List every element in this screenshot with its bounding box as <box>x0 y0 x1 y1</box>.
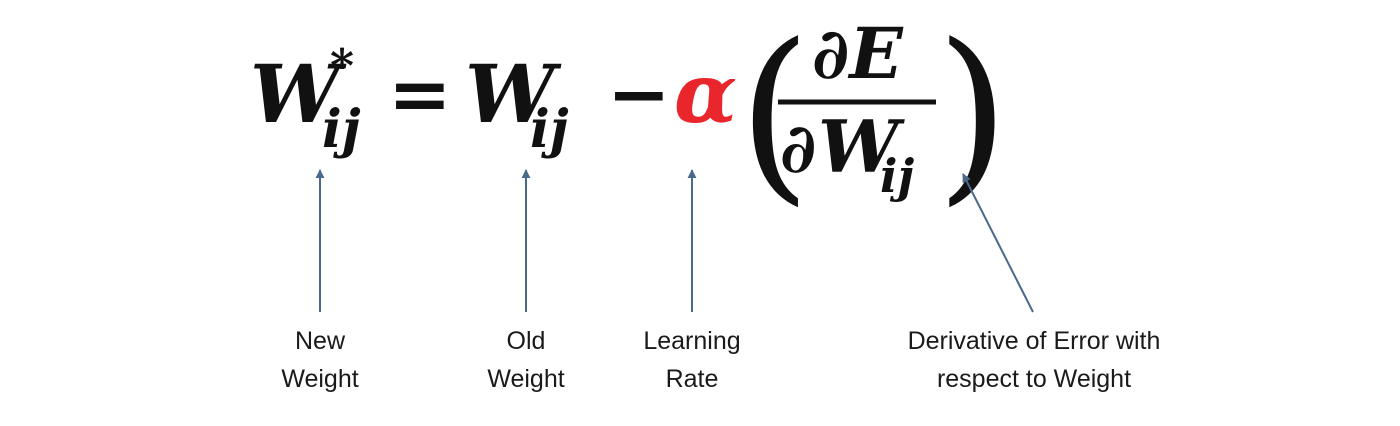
new-weight-label: New Weight <box>260 322 380 398</box>
fraction-denominator-symbol: W <box>818 104 905 189</box>
new-weight-label-line2: Weight <box>281 365 359 393</box>
derivative-label-line1: Derivative of Error with <box>907 327 1161 355</box>
close-parenthesis: ) <box>936 4 1009 223</box>
old-weight-label-line1: Old <box>506 327 546 355</box>
learning-rate-symbol: α <box>674 46 737 142</box>
fraction-denominator-partial: ∂ <box>780 109 816 189</box>
fraction-denominator-subscript: ij <box>880 149 914 203</box>
minus-sign: − <box>607 49 671 138</box>
derivative-label-line2: respect to Weight <box>936 365 1132 393</box>
derivative-label: Derivative of Error with respect to Weig… <box>874 322 1194 398</box>
old-weight-label-line2: Weight <box>487 365 565 393</box>
learning-rate-label-line1: Learning <box>643 327 741 355</box>
new-weight-subscript: ij <box>322 99 361 160</box>
open-parenthesis: ( <box>738 4 811 223</box>
new-weight-superscript: * <box>330 39 354 93</box>
old-weight-label: Old Weight <box>466 322 586 398</box>
new-weight-symbol: W <box>250 47 347 141</box>
learning-rate-label: Learning Rate <box>622 322 762 398</box>
old-weight-subscript: ij <box>530 99 569 160</box>
fraction-numerator: ∂E <box>812 12 904 95</box>
learning-rate-label-line2: Rate <box>665 365 719 393</box>
old-weight-symbol: W <box>465 47 562 141</box>
new-weight-label-line1: New <box>294 327 345 355</box>
derivative-arrow <box>962 173 1034 313</box>
equals-sign: = <box>388 49 452 138</box>
